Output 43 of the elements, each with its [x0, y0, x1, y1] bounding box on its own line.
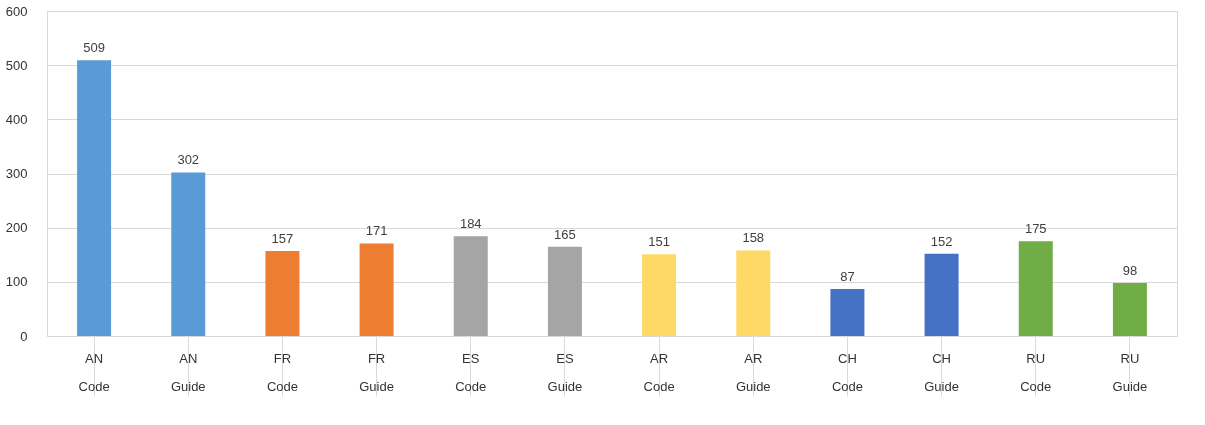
x-tick-label: ES Code: [455, 350, 487, 394]
x-tick-label: CH Code: [831, 350, 863, 394]
data-label: 302: [177, 152, 200, 168]
bar: [547, 246, 582, 336]
data-label: 175: [1024, 221, 1047, 237]
data-label: 87: [840, 268, 855, 284]
x-tick-label: ES Guide: [547, 350, 583, 394]
bar: [265, 250, 300, 336]
bar: [171, 172, 206, 336]
data-label: 165: [554, 226, 576, 242]
bar: [736, 250, 771, 336]
bar: [830, 288, 865, 336]
bar: [77, 60, 112, 336]
bar: [924, 253, 959, 336]
bar: [359, 243, 394, 336]
x-tick-label: FR Guide: [359, 350, 394, 394]
data-label: 152: [930, 233, 953, 249]
x-tick-label: CH Guide: [924, 350, 959, 394]
y-tick-label: 400: [5, 111, 28, 127]
y-tick-label: 500: [5, 57, 28, 73]
data-label: 509: [83, 40, 105, 56]
data-label: 171: [365, 223, 388, 239]
bar: [453, 236, 488, 336]
y-tick-label: 300: [5, 166, 28, 181]
x-tick-label: RU Code: [1020, 350, 1052, 394]
bar: [1112, 282, 1147, 336]
x-tick-label: AR Code: [643, 350, 675, 394]
x-tick-label: AR Guide: [735, 350, 771, 394]
bar: [1018, 241, 1053, 336]
x-tick-label: AN Guide: [170, 350, 206, 394]
data-label: 98: [1122, 262, 1138, 278]
y-tick-label: 100: [5, 274, 28, 290]
x-tick-label: FR Code: [266, 350, 298, 394]
x-tick-label: RU Guide: [1112, 350, 1148, 394]
data-label: 151: [648, 234, 670, 250]
y-tick-label: 0: [20, 328, 28, 344]
bar: [642, 254, 677, 336]
y-tick-label: 600: [5, 3, 28, 19]
y-tick-label: 200: [5, 220, 28, 236]
data-label: 157: [271, 230, 294, 246]
data-label: 158: [742, 230, 765, 246]
data-label: 184: [459, 216, 482, 232]
x-tick-label: AN Code: [78, 350, 110, 394]
